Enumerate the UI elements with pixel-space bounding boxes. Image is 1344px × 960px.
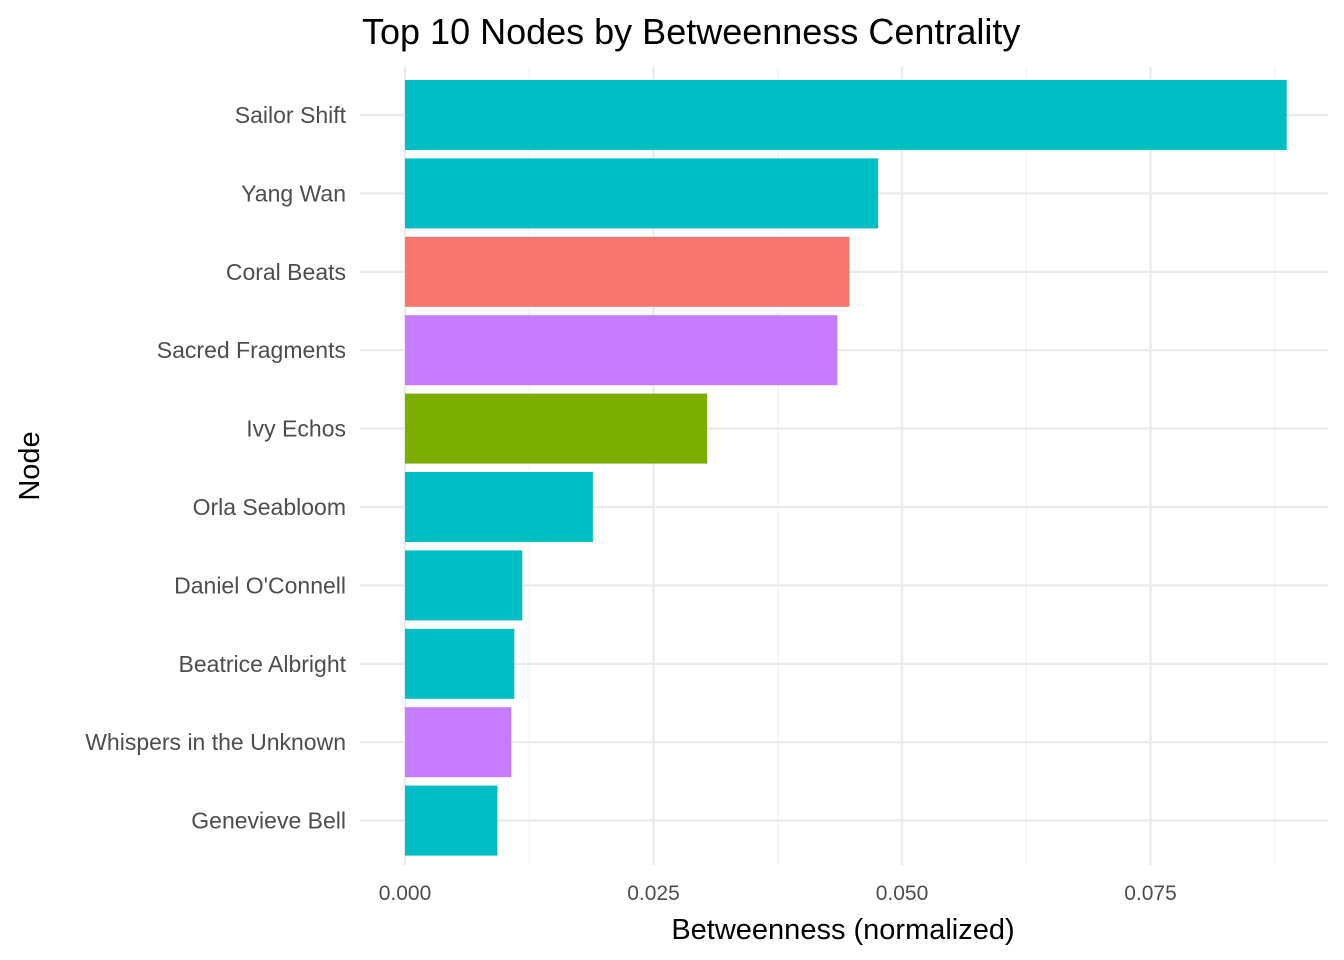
x-tick-label: 0.050 — [876, 882, 929, 905]
bar — [405, 236, 850, 307]
y-tick-label: Orla Seabloom — [193, 494, 346, 520]
bar — [405, 785, 498, 856]
x-tick-label: 0.075 — [1124, 882, 1177, 905]
y-axis-title: Node — [14, 431, 46, 500]
bar — [405, 628, 515, 699]
x-tick-label: 0.025 — [627, 882, 680, 905]
y-tick-label: Whispers in the Unknown — [85, 729, 346, 755]
bar — [405, 472, 593, 542]
y-tick-label: Coral Beats — [226, 259, 346, 285]
y-tick-label: Ivy Echos — [246, 416, 346, 442]
y-tick-label: Sacred Fragments — [157, 337, 346, 363]
bar — [405, 315, 838, 386]
x-axis-title: Betweenness (normalized) — [671, 914, 1014, 946]
y-tick-label: Daniel O'Connell — [174, 572, 346, 598]
bar — [405, 80, 1287, 150]
bar — [405, 550, 523, 621]
bar — [405, 158, 879, 229]
x-tick-labels: 0.000 0.025 0.050 0.075 — [379, 882, 1177, 905]
y-tick-label: Beatrice Albright — [179, 651, 347, 677]
y-tick-labels: Sailor Shift Yang Wan Coral Beats Sacred Fr… — [85, 102, 346, 834]
y-tick-label: Yang Wan — [241, 180, 346, 206]
bars — [405, 80, 1287, 856]
y-tick-label: Genevieve Bell — [191, 808, 346, 834]
bar — [405, 393, 708, 464]
bar — [405, 707, 512, 778]
chart-title: Top 10 Nodes by Betweenness Centrality — [362, 11, 1020, 52]
y-tick-label: Sailor Shift — [235, 102, 347, 128]
x-tick-label: 0.000 — [379, 882, 432, 905]
